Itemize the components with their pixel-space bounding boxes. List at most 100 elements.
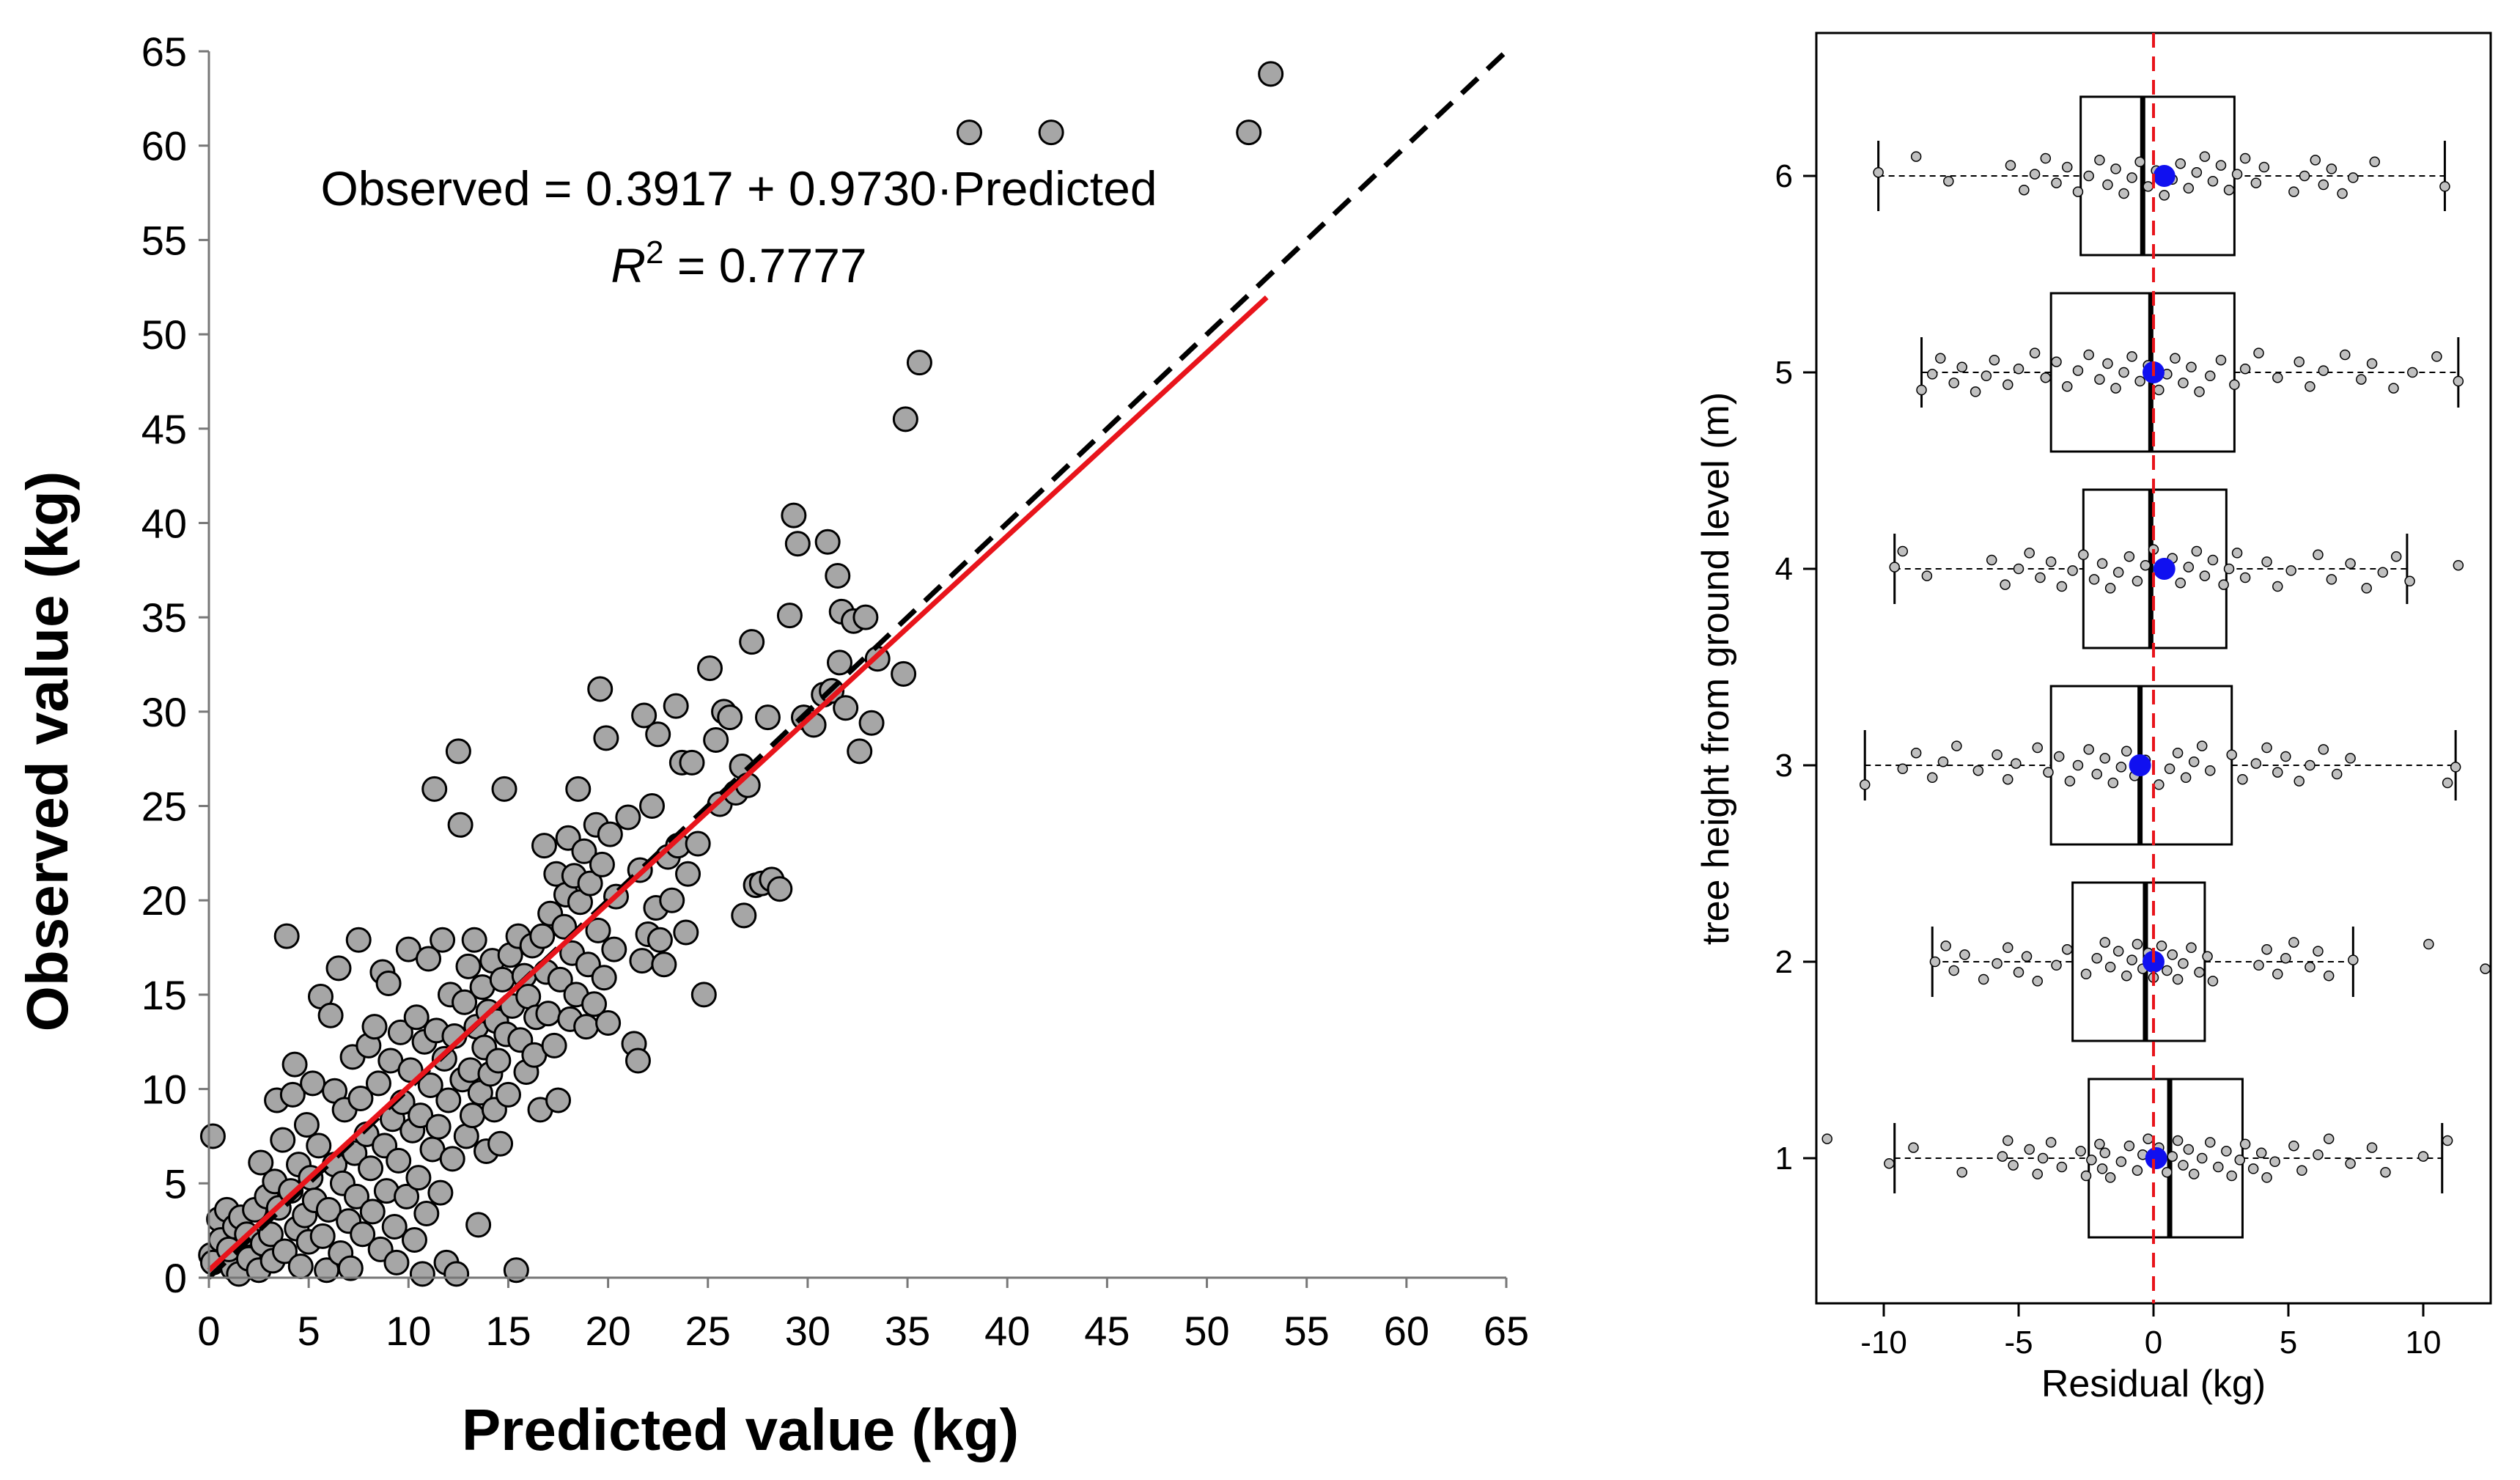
residual-point xyxy=(2051,960,2062,971)
residual-point xyxy=(2075,1146,2086,1157)
residual-point xyxy=(2051,177,2062,188)
residual-point xyxy=(1981,370,1992,382)
residual-point xyxy=(2156,940,2167,951)
data-point xyxy=(455,953,482,979)
residual-point xyxy=(2067,565,2078,576)
residual-point xyxy=(2442,1135,2453,1146)
data-point xyxy=(287,1253,314,1280)
residual-point xyxy=(2218,579,2229,590)
mean-point xyxy=(2153,165,2175,187)
residual-point xyxy=(2366,1142,2378,1153)
data-point xyxy=(430,927,456,953)
residual-point xyxy=(2215,354,2227,366)
x-tick-label: 40 xyxy=(984,1308,1030,1354)
residual-point xyxy=(2102,358,2113,369)
data-point xyxy=(445,738,471,765)
residual-point xyxy=(2099,1147,2111,1159)
residual-point xyxy=(2250,758,2262,769)
boxplot-group xyxy=(1821,1078,2453,1239)
residual-point xyxy=(2313,946,2324,957)
data-point xyxy=(443,1261,470,1287)
x-axis-title: Predicted value (kg) xyxy=(462,1397,1019,1462)
data-point xyxy=(597,821,623,847)
boxplot-group xyxy=(1859,685,2461,846)
data-point xyxy=(270,1127,296,1153)
x-tick-label: 65 xyxy=(1484,1308,1529,1354)
residual-point xyxy=(2377,567,2389,578)
residual-point xyxy=(2045,1137,2057,1148)
data-point xyxy=(248,1149,274,1176)
data-point xyxy=(651,951,677,978)
boxplot-group xyxy=(1873,95,2450,257)
residual-point xyxy=(2417,1151,2429,1162)
residual-point xyxy=(2305,961,2315,973)
data-point xyxy=(547,966,573,993)
data-point xyxy=(1236,119,1262,146)
residual-point xyxy=(2086,1155,2097,1166)
residual-point xyxy=(2172,1135,2184,1146)
data-point xyxy=(421,776,448,802)
residual-point xyxy=(2091,952,2102,964)
data-point xyxy=(199,1123,226,1149)
residual-point xyxy=(2348,954,2359,965)
residual-point xyxy=(2194,967,2205,978)
x-tick-label: -10 xyxy=(1860,1325,1907,1361)
boxplot-group xyxy=(1889,488,2464,649)
data-point xyxy=(447,811,474,838)
residual-point xyxy=(2021,951,2033,962)
r-squared-label: R2 = 0.7777 xyxy=(611,235,866,292)
residual-point xyxy=(2032,742,2044,754)
residual-point xyxy=(2323,1133,2335,1144)
residual-point xyxy=(2356,374,2367,385)
x-tick-label: 25 xyxy=(685,1308,731,1354)
residual-point xyxy=(2272,372,2283,383)
data-point xyxy=(767,876,793,902)
data-point xyxy=(601,936,627,962)
residual-point xyxy=(2188,756,2200,767)
residual-point xyxy=(2013,363,2025,375)
data-point xyxy=(503,1257,529,1284)
residual-point xyxy=(2310,155,2321,166)
residual-point xyxy=(1948,965,1959,976)
residual-point xyxy=(2013,967,2025,978)
data-point xyxy=(293,1112,320,1138)
data-point xyxy=(383,1249,410,1275)
residual-point xyxy=(2115,1156,2127,1168)
y-tick-labels: 0 5 10 15 20 25 30 35 40 45 50 55 60 65 xyxy=(141,29,187,1301)
residual-point xyxy=(1943,175,1954,187)
residual-point xyxy=(2143,181,2154,192)
data-point xyxy=(491,776,517,802)
scatter-axes xyxy=(199,50,1508,1288)
data-point xyxy=(489,966,515,993)
residual-point xyxy=(2261,742,2272,754)
residual-point xyxy=(2003,1135,2014,1146)
mean-point xyxy=(2145,1147,2167,1169)
residual-point xyxy=(2231,548,2243,559)
data-point xyxy=(703,726,729,753)
residual-axis-title: Residual (kg) xyxy=(2041,1363,2266,1405)
residual-point xyxy=(2313,1149,2324,1160)
residual-point xyxy=(2255,1147,2267,1159)
residual-point xyxy=(1921,570,1933,581)
y-tick-label: 4 xyxy=(1775,551,1793,587)
residual-point xyxy=(1873,166,1884,178)
data-point xyxy=(315,1196,342,1223)
residual-point xyxy=(2019,184,2030,196)
residual-point xyxy=(2205,370,2216,382)
residual-point xyxy=(2361,583,2372,594)
y-tick-label: 35 xyxy=(141,594,187,641)
data-point xyxy=(309,1223,336,1249)
residual-point xyxy=(2239,363,2251,375)
residual-point xyxy=(2035,572,2046,583)
residual-point xyxy=(2140,559,2151,571)
r-squared-superscript: 2 xyxy=(646,235,663,270)
x-tick-labels: 0 5 10 15 20 25 30 35 40 45 50 55 60 65 xyxy=(197,1308,1529,1354)
residual-point xyxy=(2345,753,2356,764)
residual-point xyxy=(2221,1146,2232,1157)
residual-point xyxy=(2423,938,2434,950)
data-point xyxy=(386,1147,412,1174)
y-tick-label: 40 xyxy=(141,500,187,546)
residual-point xyxy=(1935,353,1946,364)
residual-point xyxy=(2453,375,2464,387)
residual-point xyxy=(2480,963,2491,974)
